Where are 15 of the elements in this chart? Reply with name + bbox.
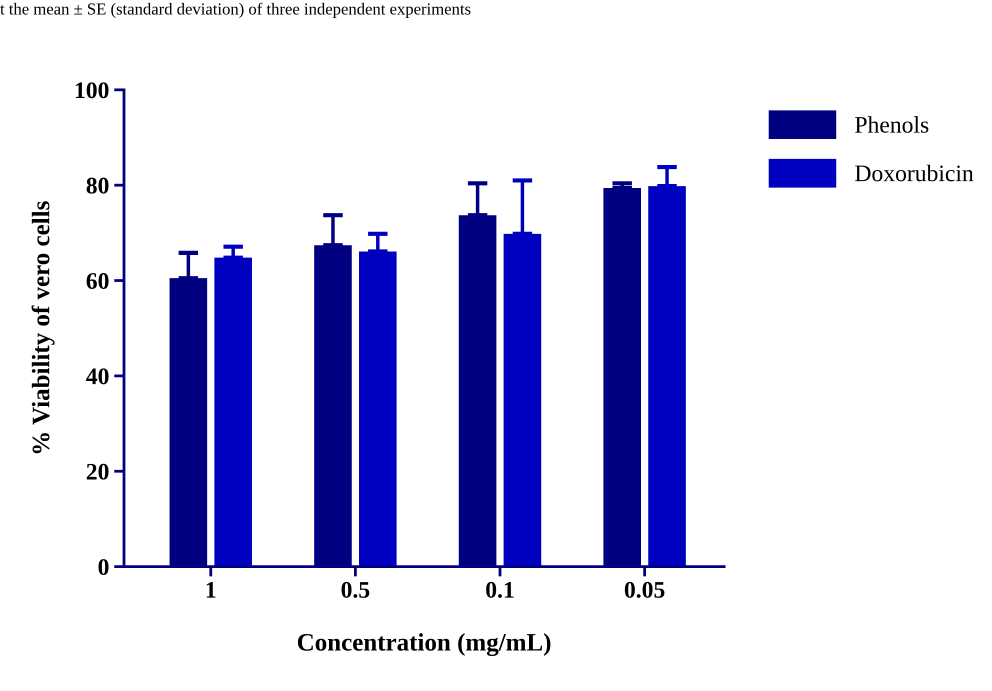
x-axis-title: Concentration (mg/mL) [298,633,550,656]
legend-label: Doxorubicin [855,164,974,182]
y-tick-label: 40 [86,368,109,384]
y-tick-label: 0 [98,559,109,576]
y-tick-label: 20 [86,464,109,480]
y-axis-title: % Viability of vero cells [32,201,55,454]
y-tick-label: 100 [76,82,109,98]
legend-label: Phenols [855,116,928,133]
x-tick-label: 1 [206,582,216,598]
x-tick-label: 0.1 [486,582,514,598]
text: t the mean ± SE (standard deviation) of three independent experiments [0,2,470,18]
y-tick-label: 60 [86,273,109,289]
x-tick-label: 0.5 [342,582,370,598]
y-tick-label: 80 [86,178,109,194]
x-tick-label: 0.05 [624,582,664,598]
